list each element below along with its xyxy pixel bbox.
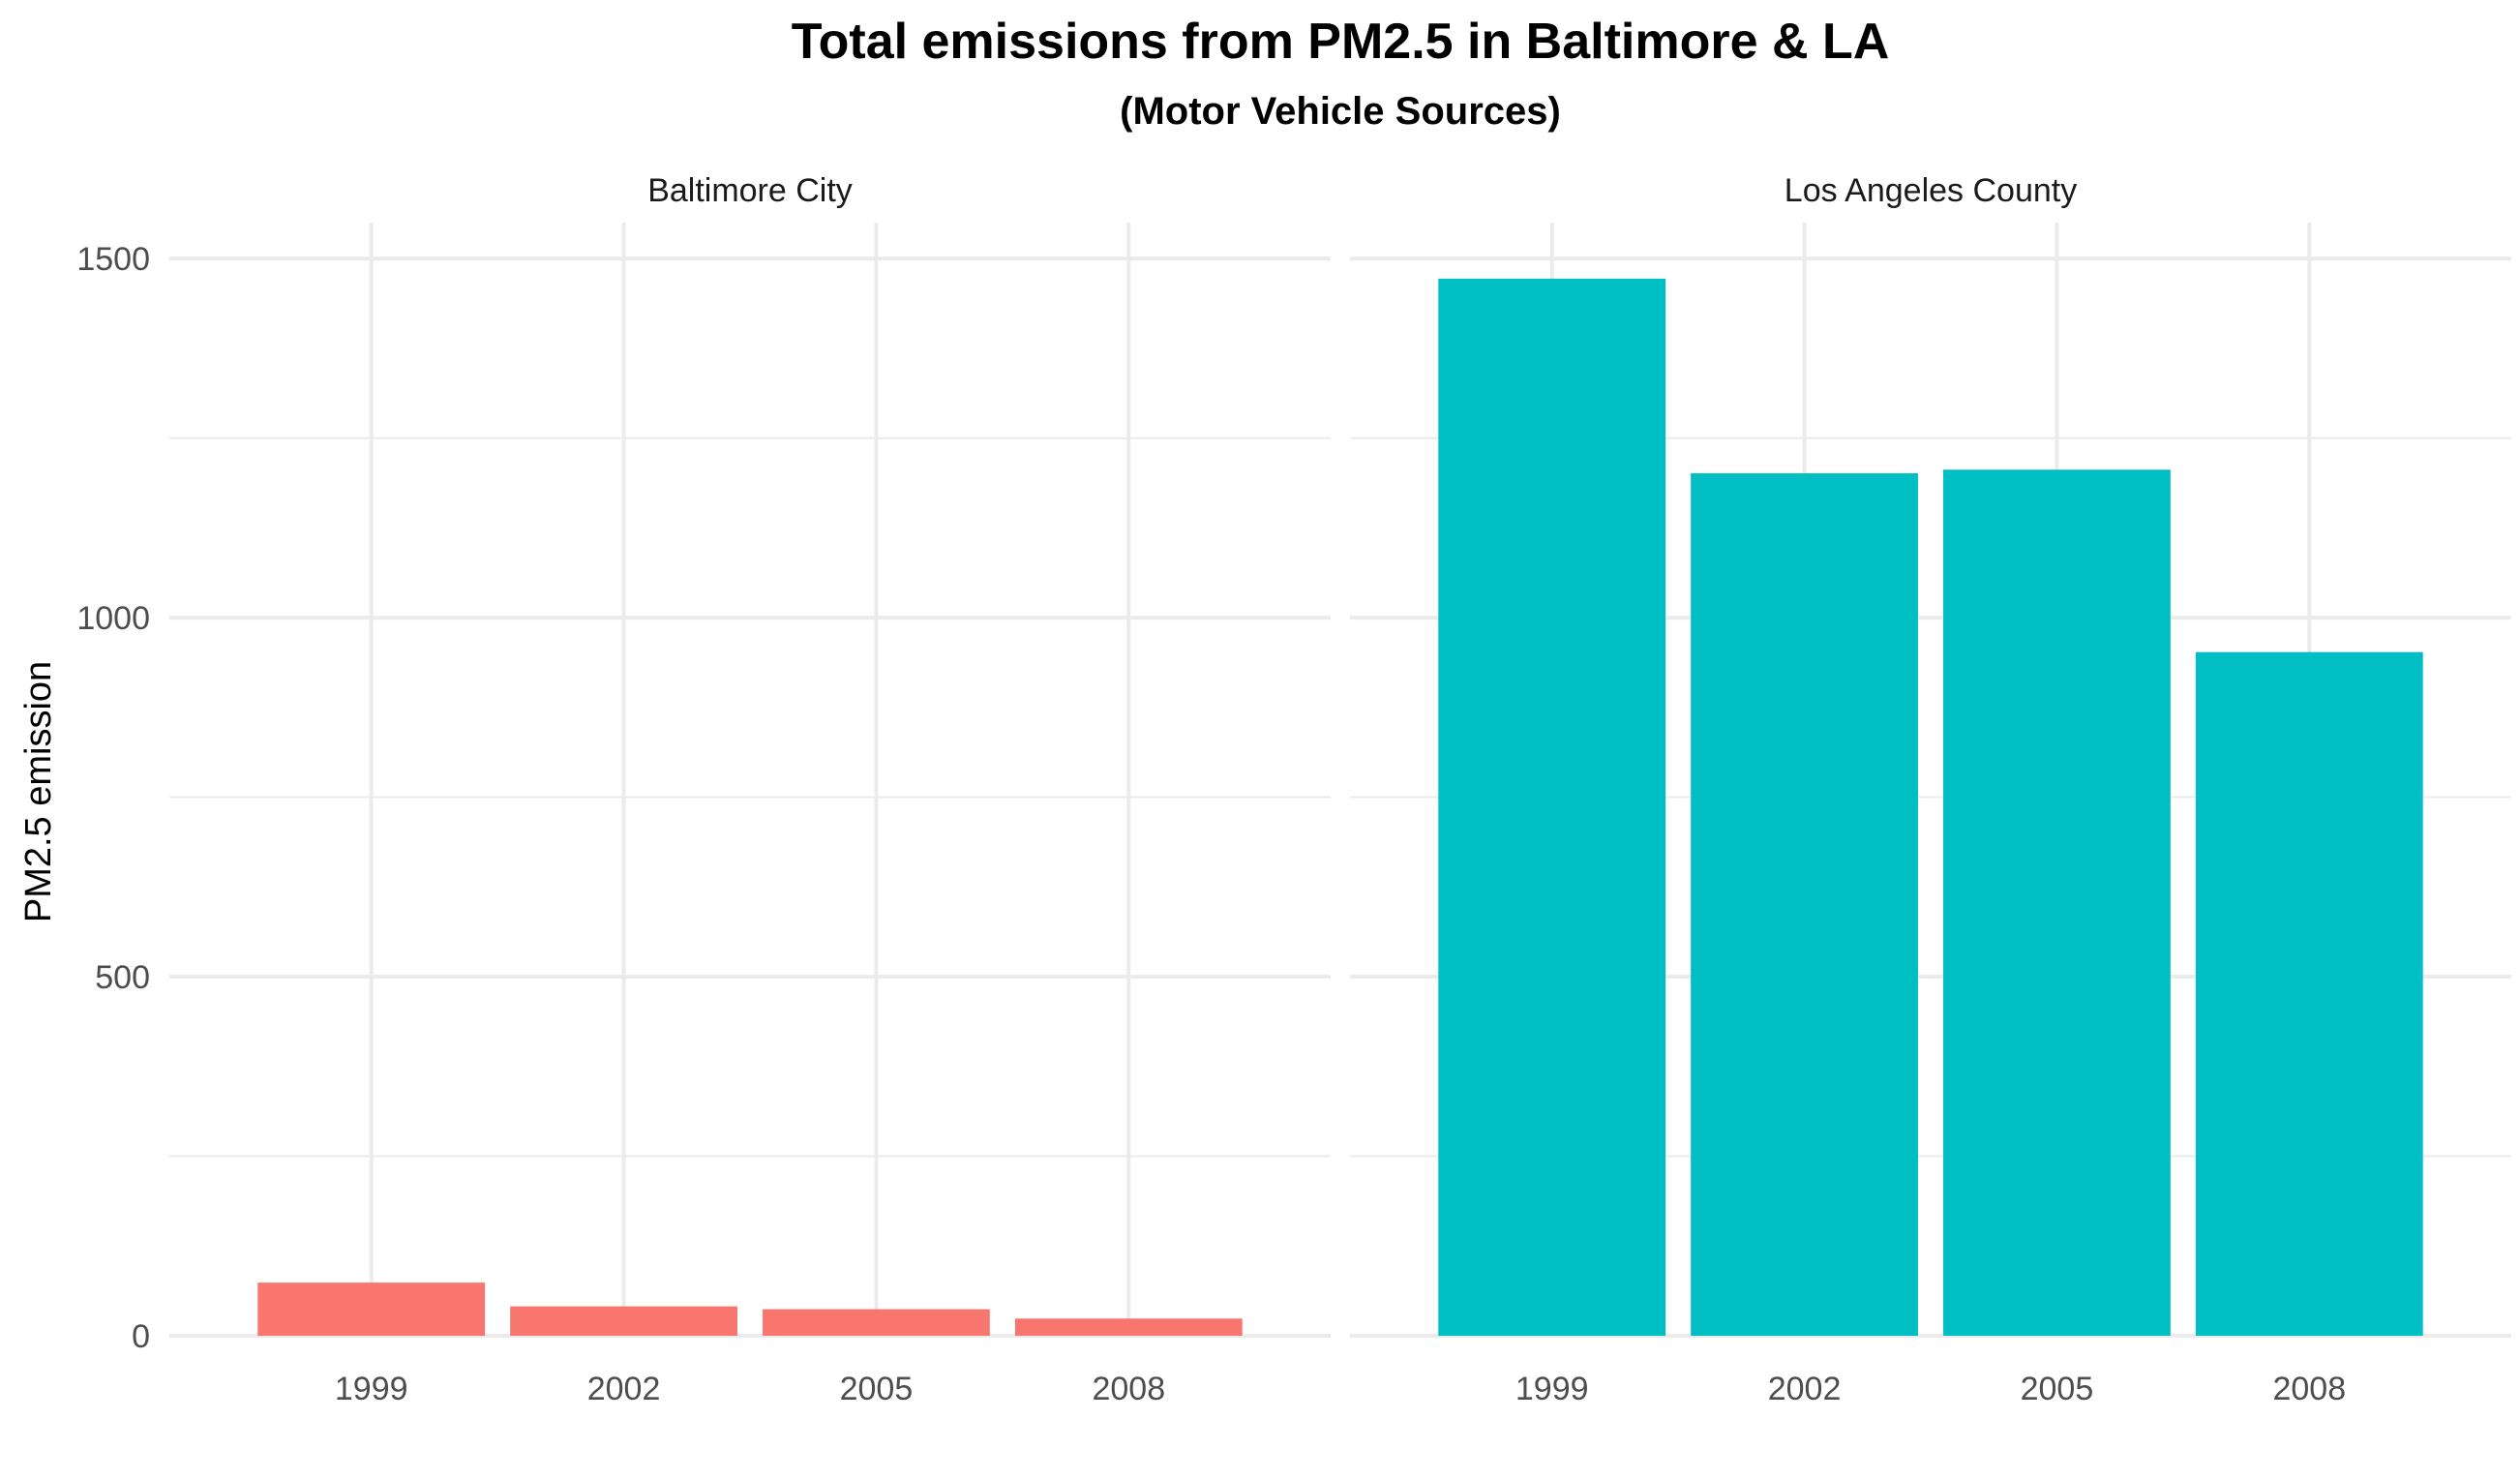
bar-2002 <box>1691 472 1918 1336</box>
y-tick-label: 0 <box>132 1318 150 1355</box>
y-tick-label: 1500 <box>76 241 150 278</box>
bar-2008 <box>1014 1318 1243 1336</box>
facet-panels: Baltimore City 1999 2002 2005 2008 Los Angele… <box>76 172 2511 1407</box>
bar-1999 <box>1438 278 1666 1336</box>
y-tick-label: 500 <box>95 959 150 996</box>
bar-2002 <box>510 1306 737 1336</box>
chart-title: Total emissions from PM2.5 in Baltimore … <box>792 14 1890 70</box>
x-tick-label: 1999 <box>1515 1371 1589 1407</box>
x-tick-label: 2008 <box>2272 1371 2346 1407</box>
bar-2005 <box>763 1309 990 1336</box>
y-axis-label: PM2.5 emission <box>18 661 59 922</box>
bar-2008 <box>2195 651 2423 1336</box>
x-tick-label: 2002 <box>1768 1371 1842 1407</box>
chart-subtitle: (Motor Vehicle Sources) <box>1120 90 1561 133</box>
x-tick-label: 1999 <box>335 1371 408 1407</box>
bar-1999 <box>257 1283 486 1336</box>
x-tick-label: 2005 <box>840 1371 914 1407</box>
facet-label: Baltimore City <box>647 172 853 209</box>
y-tick-label: 1000 <box>76 600 150 637</box>
x-tick-label: 2008 <box>1092 1371 1165 1407</box>
facet-label: Los Angeles County <box>1785 172 2077 209</box>
bar-2005 <box>1943 469 2171 1336</box>
x-tick-label: 2002 <box>587 1371 661 1407</box>
x-tick-label: 2005 <box>2021 1371 2094 1407</box>
